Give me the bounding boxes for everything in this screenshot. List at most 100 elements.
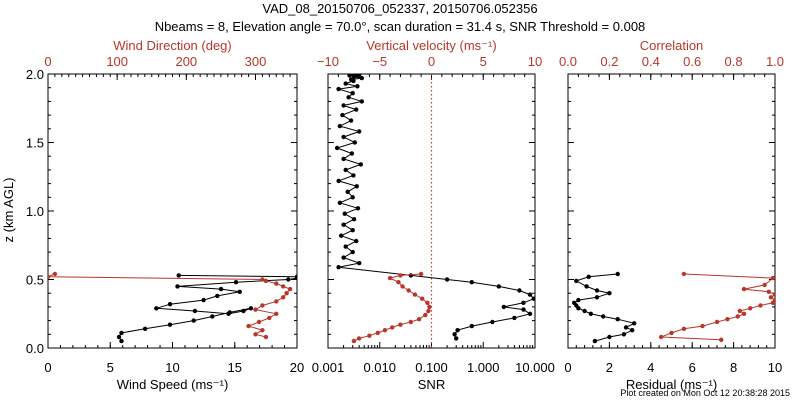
- bottom-tick-label: 0.100: [415, 360, 448, 375]
- x-axis-label-top: Vertical velocity (ms⁻¹): [366, 38, 496, 53]
- bottom-tick-label: 5: [107, 360, 114, 375]
- wind-speed-point: [191, 318, 196, 323]
- snr-point: [501, 304, 506, 310]
- correlation-point: [735, 314, 740, 319]
- y-tick-label: 0.5: [26, 273, 44, 288]
- vertical-velocity-point: [418, 271, 424, 277]
- snr-point: [444, 277, 450, 282]
- snr-point: [336, 265, 341, 270]
- bottom-tick-label: 4: [647, 360, 654, 375]
- panel-3-frame: [567, 73, 776, 349]
- vertical-velocity-point: [367, 333, 372, 338]
- vertical-velocity-point: [406, 288, 411, 293]
- vertical-velocity-point: [375, 330, 380, 336]
- top-tick-label: 10: [528, 54, 542, 69]
- correlation-point: [768, 295, 774, 300]
- snr-point: [351, 173, 356, 178]
- y-tick-label: 1.0: [26, 204, 44, 219]
- wind-speed-point: [210, 314, 215, 319]
- snr-point: [341, 255, 346, 260]
- vertical-velocity-point: [398, 273, 403, 278]
- correlation-point: [737, 308, 742, 314]
- wind-direction-point: [260, 328, 265, 333]
- snr-point: [490, 319, 495, 325]
- vertical-velocity-point: [426, 308, 431, 314]
- residual-point: [615, 271, 620, 277]
- wind-direction-point: [253, 307, 258, 312]
- snr-point: [339, 233, 344, 238]
- y-tick-label: 2.0: [26, 67, 44, 82]
- wind-direction-point: [267, 315, 272, 321]
- correlation-point: [714, 319, 720, 325]
- top-tick-label: 300: [245, 54, 267, 69]
- snr-point: [359, 75, 364, 81]
- snr-point: [348, 118, 354, 123]
- snr-point: [358, 162, 363, 167]
- snr-point: [345, 189, 350, 194]
- correlation-point: [741, 286, 747, 292]
- snr-point: [355, 206, 361, 211]
- y-tick-label: 0.0: [26, 341, 44, 356]
- wind-speed-point: [218, 286, 224, 292]
- bottom-tick-label: 20: [290, 360, 304, 375]
- snr-point: [337, 200, 343, 205]
- snr-point: [351, 217, 357, 222]
- wind-speed-point: [142, 326, 148, 331]
- top-tick-label: −10: [317, 54, 339, 69]
- vertical-velocity-point: [425, 300, 430, 305]
- correlation-point: [700, 323, 705, 329]
- correlation-point: [719, 337, 724, 342]
- correlation-point: [772, 297, 775, 303]
- wind-speed-line: [118, 274, 297, 342]
- bottom-tick-label: 8: [730, 360, 737, 375]
- snr-point: [336, 86, 341, 92]
- snr-point: [354, 107, 359, 112]
- snr-point: [357, 260, 362, 266]
- correlation-point: [681, 271, 687, 277]
- top-tick-label: −5: [372, 54, 387, 69]
- snr-point: [452, 332, 457, 337]
- top-tick-label: 0.2: [600, 54, 618, 69]
- vertical-velocity-point: [351, 338, 357, 344]
- wind-direction-point: [281, 284, 286, 289]
- residual-point: [582, 308, 587, 314]
- residual-point: [607, 334, 612, 340]
- snr-point: [454, 336, 459, 341]
- wind-speed-point: [241, 308, 246, 314]
- snr-point: [355, 84, 360, 89]
- wind-direction-point: [263, 334, 269, 340]
- x-axis-label-bottom: Residual (ms⁻¹): [626, 377, 717, 392]
- wind-direction-point: [52, 271, 58, 277]
- snr-point: [334, 145, 340, 151]
- wind-speed-point: [215, 293, 220, 299]
- snr-point: [408, 273, 414, 278]
- vertical-velocity-point: [398, 322, 403, 327]
- wind-direction-point: [274, 299, 279, 304]
- snr-point: [350, 228, 355, 233]
- correlation-point: [766, 289, 771, 294]
- wind-speed-point: [176, 273, 181, 278]
- correlation-point: [658, 334, 664, 340]
- bottom-tick-label: 15: [228, 360, 242, 375]
- wind-direction-point: [263, 278, 269, 284]
- bottom-tick-label: 0.010: [363, 360, 396, 375]
- residual-point: [586, 274, 591, 279]
- vertical-velocity-point: [390, 325, 395, 330]
- vertical-velocity-point: [356, 336, 362, 341]
- y-axis-label: z (km AGL): [1, 177, 16, 242]
- wind-speed-point: [286, 277, 291, 282]
- panel-3-series: [572, 271, 775, 344]
- snr-point: [350, 195, 355, 200]
- wind-direction-point: [274, 281, 279, 286]
- top-tick-label: 1.0: [766, 54, 784, 69]
- vertical-velocity-point: [420, 296, 425, 301]
- bottom-tick-label: 10.000: [515, 360, 555, 375]
- snr-point: [517, 288, 522, 293]
- x-axis-label-bottom: SNR: [418, 377, 445, 392]
- snr-point: [343, 81, 348, 86]
- top-tick-label: 0.6: [683, 54, 701, 69]
- residual-point: [623, 325, 629, 330]
- snr-point: [350, 249, 355, 255]
